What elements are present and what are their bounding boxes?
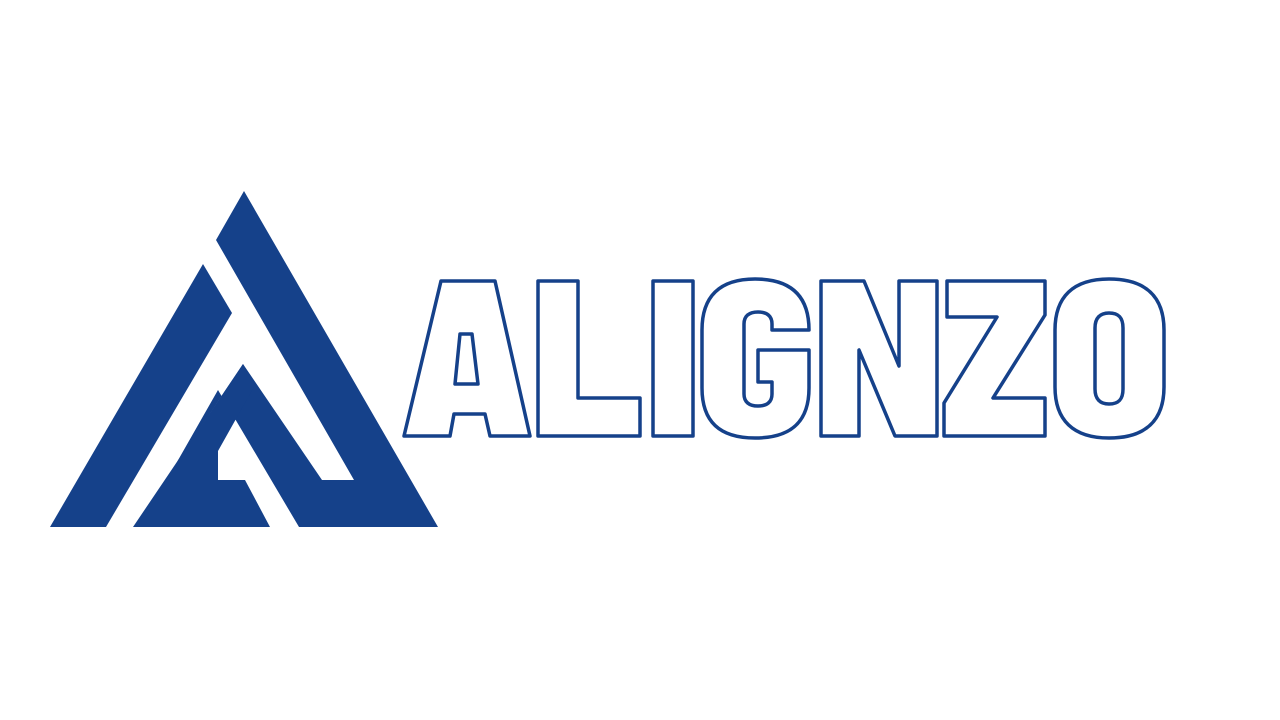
stacked-triangle-a-icon	[50, 191, 438, 527]
brand-wordmark	[402, 277, 1166, 440]
logo-canvas	[50, 191, 1166, 527]
